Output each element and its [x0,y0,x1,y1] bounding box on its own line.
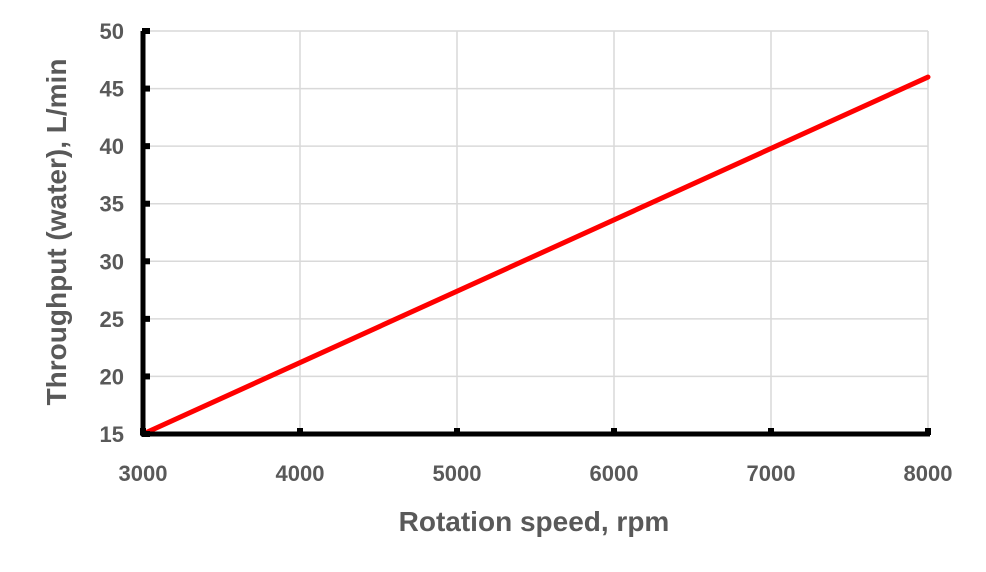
y-tick-label: 50 [100,19,124,44]
y-tick-label: 25 [100,307,124,332]
axis-layer [140,31,930,437]
x-tick-label: 5000 [433,461,482,486]
grid-layer [143,30,929,434]
y-tick-label: 40 [100,134,124,159]
x-tick-label: 3000 [119,461,168,486]
y-axis-title: Throughput (water), L/min [41,59,72,406]
x-tick-label: 6000 [590,461,639,486]
series-layer [140,74,931,437]
y-tick-label: 35 [100,192,124,217]
y-tick-label: 15 [100,422,124,447]
y-tick-label: 20 [100,364,124,389]
x-tick-label: 7000 [747,461,796,486]
y-tick-label: 30 [100,249,124,274]
tick-layer [140,28,931,437]
series-line [140,74,931,437]
y-tick-label: 45 [100,77,124,102]
x-tick-label: 4000 [276,461,325,486]
x-tick-label: 8000 [904,461,953,486]
x-axis-title: Rotation speed, rpm [399,506,670,537]
label-layer: 3000 4000 5000 6000 7000 8000 15 20 25 30 35 40 45 50 [100,19,953,486]
